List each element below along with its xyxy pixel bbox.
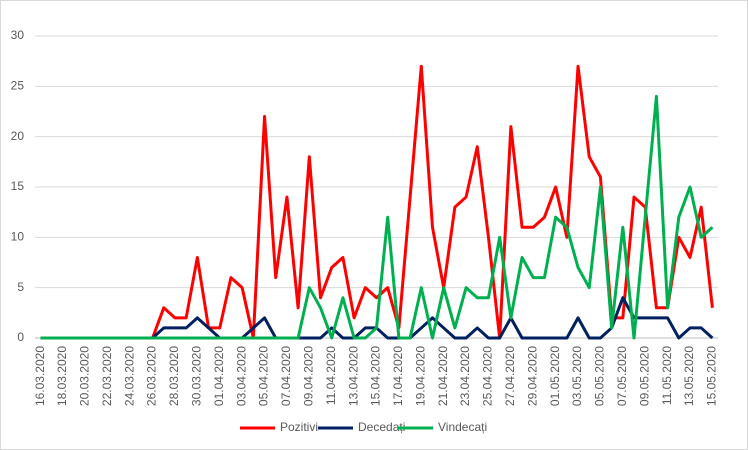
legend-label: Decedați [358,420,405,434]
y-tick-label: 5 [17,280,24,294]
legend-label: Vindecați [438,420,487,434]
x-tick-label: 15.05.2020 [705,346,719,406]
series-line [40,94,714,340]
x-tick-label: 19.04.2020 [413,346,427,406]
x-tick-label: 27.04.2020 [503,346,517,406]
y-tick-label: 0 [17,330,24,344]
x-tick-label: 01.04.2020 [212,346,226,406]
x-tick-label: 20.03.2020 [78,346,92,406]
x-tick-label: 29.04.2020 [525,346,539,406]
y-tick-label: 15 [11,179,25,193]
x-tick-label: 17.04.2020 [391,346,405,406]
y-tick-label: 20 [11,129,25,143]
x-tick-label: 05.04.2020 [257,346,271,406]
x-tick-label: 28.03.2020 [167,346,181,406]
x-tick-label: 05.05.2020 [593,346,607,406]
x-tick-label: 25.04.2020 [481,346,495,406]
x-tick-label: 15.04.2020 [369,346,383,406]
x-tick-label: 03.04.2020 [234,346,248,406]
y-tick-label: 10 [11,230,25,244]
x-tick-label: 18.03.2020 [55,346,69,406]
x-tick-label: 07.05.2020 [615,346,629,406]
legend-label: Pozitivi [280,420,318,434]
x-tick-label: 09.04.2020 [301,346,315,406]
x-tick-label: 13.04.2020 [346,346,360,406]
x-tick-label: 03.05.2020 [570,346,584,406]
x-tick-label: 01.05.2020 [548,346,562,406]
x-tick-label: 21.04.2020 [436,346,450,406]
y-tick-label: 30 [11,28,25,42]
x-tick-label: 11.05.2020 [660,346,674,405]
x-tick-label: 07.04.2020 [279,346,293,406]
x-tick-label: 24.03.2020 [122,346,136,406]
x-tick-label: 09.05.2020 [637,346,651,406]
x-tick-label: 26.03.2020 [145,346,159,406]
x-tick-label: 16.03.2020 [33,346,47,406]
x-tick-label: 11.04.2020 [324,346,338,405]
y-tick-label: 25 [11,79,25,93]
x-tick-label: 22.03.2020 [100,346,114,406]
x-tick-label: 13.05.2020 [682,346,696,406]
x-tick-label: 30.03.2020 [190,346,204,406]
x-tick-label: 23.04.2020 [458,346,472,406]
